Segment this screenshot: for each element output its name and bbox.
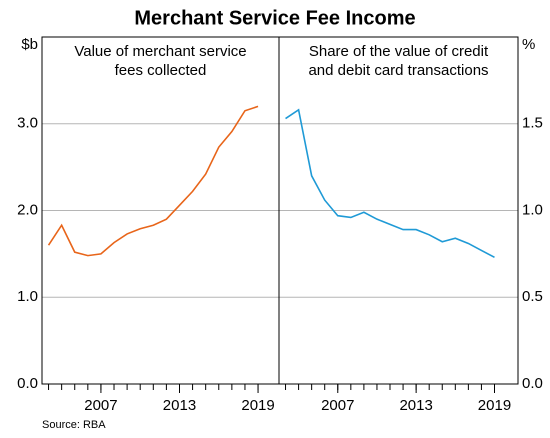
plot-frame xyxy=(41,36,519,385)
x-tick-label: 2013 xyxy=(163,397,196,414)
panel-subtitle: fees collected xyxy=(115,62,207,79)
x-tick-label: 2019 xyxy=(478,397,511,414)
y-tick-label: 3.0 xyxy=(17,115,38,132)
chart-title: Merchant Service Fee Income xyxy=(134,7,415,29)
x-tick-label: 2007 xyxy=(321,397,354,414)
series-line xyxy=(285,108,495,259)
y-tick-label: 0.5 xyxy=(522,288,543,305)
x-tick-label: 2013 xyxy=(399,397,432,414)
y-tick-label: 0.0 xyxy=(17,375,38,392)
y-tick-label: 1.5 xyxy=(522,115,543,132)
y-tick-label: 2.0 xyxy=(17,201,38,218)
y-tick-label: 0.0 xyxy=(522,375,543,392)
y-tick-label: 1.0 xyxy=(522,201,543,218)
panel-subtitle: Value of merchant service xyxy=(74,43,246,60)
y-tick-label: 1.0 xyxy=(17,288,38,305)
y-axis-unit: $b xyxy=(21,36,38,53)
x-tick-label: 2007 xyxy=(84,397,117,414)
source-note: Source: RBA xyxy=(42,419,106,431)
panel-subtitle: and debit card transactions xyxy=(308,62,488,79)
y-axis-unit: % xyxy=(522,36,535,53)
panel-subtitle: Share of the value of credit xyxy=(309,43,489,60)
series-line xyxy=(47,105,259,257)
x-tick-label: 2019 xyxy=(241,397,274,414)
